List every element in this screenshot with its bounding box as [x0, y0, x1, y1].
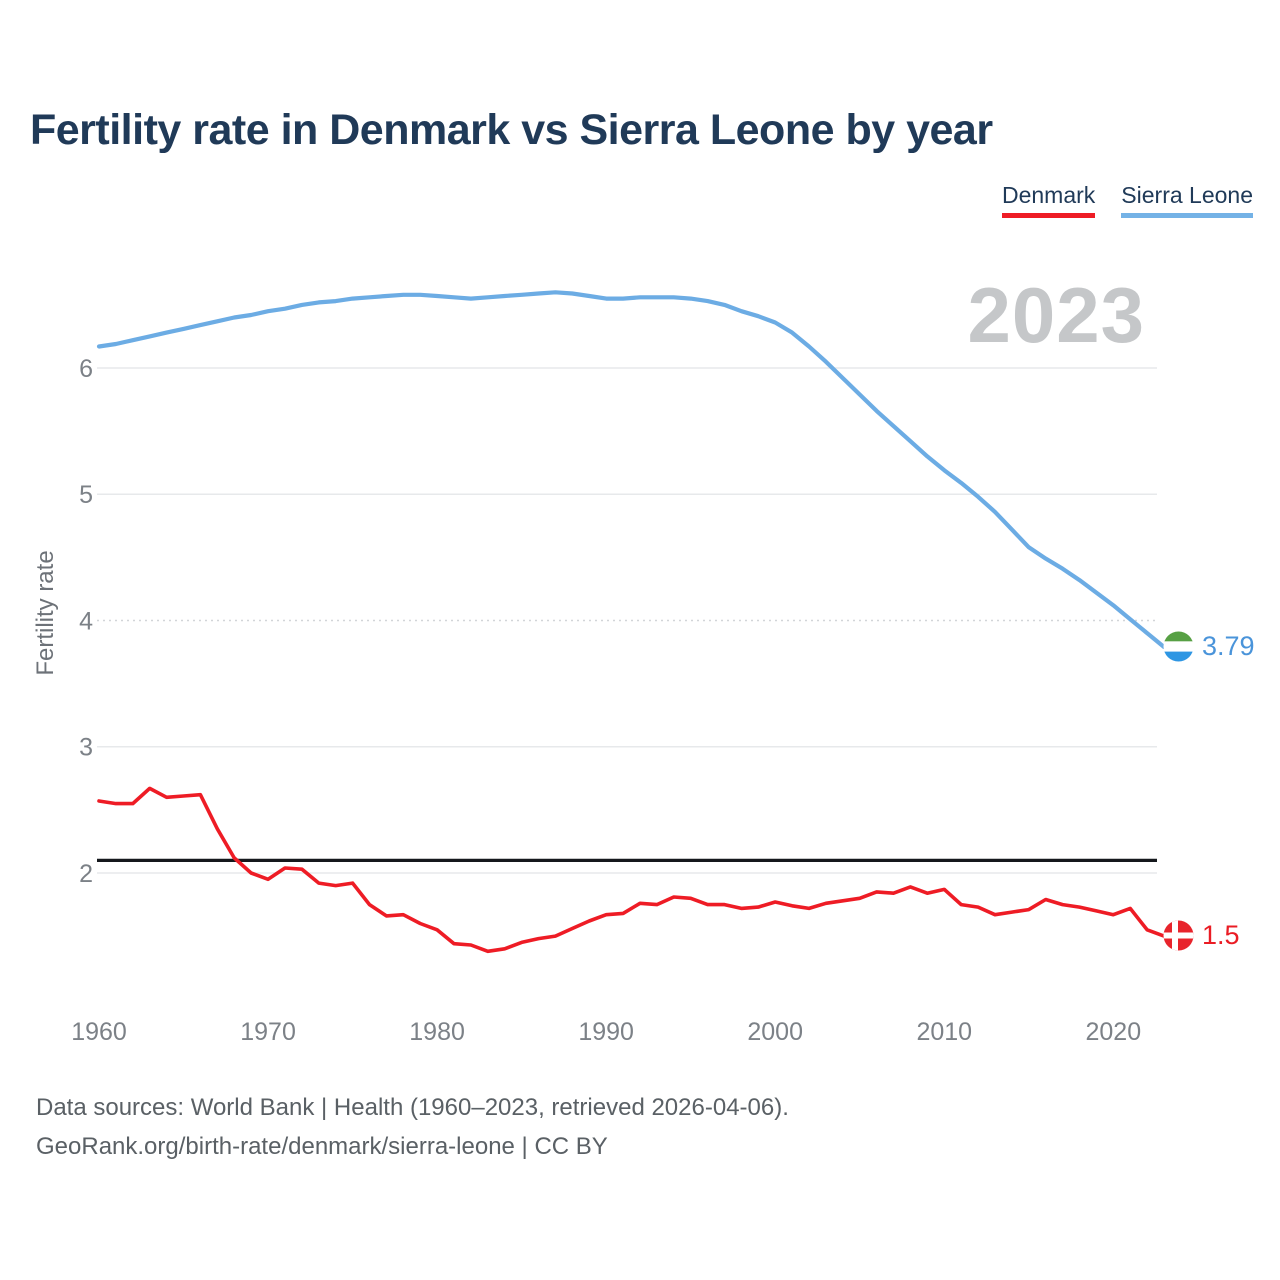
x-tick-label: 1970: [240, 1018, 296, 1046]
y-axis-title: Fertility rate: [32, 550, 59, 676]
denmark-flag-icon: [1163, 920, 1194, 951]
footer: Data sources: World Bank | Health (1960–…: [36, 1088, 789, 1166]
y-tick-label: 5: [79, 481, 93, 509]
end-value-denmark: 1.5: [1202, 920, 1240, 951]
footer-sources: Data sources: World Bank | Health (1960–…: [36, 1094, 789, 1121]
legend-label-denmark[interactable]: Denmark: [1001, 182, 1096, 218]
sierra-leone-line: [96, 290, 1167, 650]
x-tick-label: 2020: [1085, 1018, 1141, 1046]
legend: Denmark Sierra Leone: [1001, 182, 1253, 218]
denmark-line: [97, 786, 1166, 954]
legend-item-sierra-leone[interactable]: Sierra Leone: [1121, 182, 1253, 218]
year-watermark: 2023: [967, 271, 1145, 359]
end-value-sierra-leone: 3.79: [1202, 631, 1255, 661]
x-tick-label: 2010: [916, 1018, 972, 1046]
chart-title: Fertility rate in Denmark vs Sierra Leon…: [30, 106, 993, 154]
y-tick-label: 3: [79, 734, 93, 762]
x-tick-label: 1990: [578, 1018, 634, 1046]
y-tick-label: 4: [79, 607, 93, 635]
sierra-leone-flag-icon: [1163, 631, 1194, 662]
footer-attribution: GeoRank.org/birth-rate/denmark/sierra-le…: [36, 1133, 608, 1160]
y-tick-label: 2: [79, 860, 93, 888]
x-tick-label: 1980: [409, 1018, 465, 1046]
x-tick-label: 2000: [747, 1018, 803, 1046]
y-tick-label: 6: [79, 355, 93, 383]
end-label-sierra-leone: 3.79: [1163, 631, 1255, 662]
legend-label-sierra-leone[interactable]: Sierra Leone: [1121, 182, 1253, 218]
legend-item-denmark[interactable]: Denmark: [1001, 182, 1096, 218]
x-tick-label: 1960: [71, 1018, 127, 1046]
end-label-denmark: 1.5: [1163, 920, 1240, 951]
